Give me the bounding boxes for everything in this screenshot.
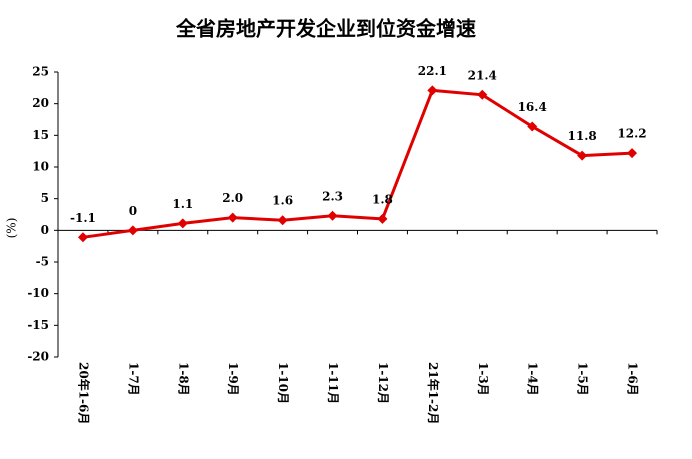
marker (177, 218, 188, 229)
data-label: 1.8 (372, 192, 393, 206)
marker (627, 148, 638, 159)
data-label: 11.8 (568, 129, 597, 143)
marker (377, 213, 388, 224)
y-tick-label: 25 (32, 65, 49, 79)
y-tick-label: 15 (32, 128, 49, 142)
marker (327, 210, 338, 221)
x-tick-label: 1-4月 (526, 362, 540, 396)
marker (477, 89, 488, 100)
y-tick-label: -15 (27, 318, 49, 332)
data-label: 12.2 (617, 127, 646, 141)
y-tick-label: 10 (32, 160, 49, 174)
x-tick-label: 1-7月 (126, 362, 140, 396)
chart-title: 全省房地产开发企业到位资金增速 (175, 17, 476, 41)
data-label: 21.4 (468, 68, 497, 82)
data-label: 16.4 (518, 100, 547, 114)
x-tick-label: 1-9月 (226, 362, 240, 396)
x-tick-label: 1-6月 (626, 362, 640, 396)
y-tick-label: 20 (32, 96, 49, 110)
line (82, 88, 633, 239)
data-label: -1.1 (70, 211, 96, 225)
marker (227, 212, 238, 223)
marker (77, 232, 88, 243)
y-tick-label: 0 (41, 223, 49, 237)
x-tick-label: 1-10月 (276, 362, 290, 404)
x-tick-label: 1-5月 (576, 362, 590, 396)
y-tick-label: -20 (27, 350, 49, 364)
x-tick-label: 1-11月 (326, 362, 340, 404)
x-tick-label: 1-8月 (176, 362, 190, 396)
x-tick-label: 20年1-6月 (76, 362, 91, 424)
marker (127, 225, 138, 236)
data-label: 22.1 (418, 64, 447, 78)
data-label: 2.3 (322, 189, 343, 203)
data-label: 1.1 (172, 197, 193, 211)
marker (527, 121, 538, 132)
data-label: 0 (129, 204, 137, 218)
marker (427, 85, 438, 96)
x-tick-label: 1-3月 (476, 362, 490, 396)
y-tick-label: -10 (27, 286, 49, 300)
x-tick-label: 1-12月 (376, 362, 390, 404)
marker (577, 150, 588, 161)
y-tick-label: -5 (36, 255, 49, 269)
data-label: 2.0 (222, 191, 243, 205)
data-label: 1.6 (272, 194, 293, 208)
marker (277, 215, 288, 226)
y-tick-label: 5 (41, 191, 49, 205)
x-tick-label: 21年1-2月 (426, 362, 441, 424)
y-axis-label: (%) (5, 218, 19, 239)
